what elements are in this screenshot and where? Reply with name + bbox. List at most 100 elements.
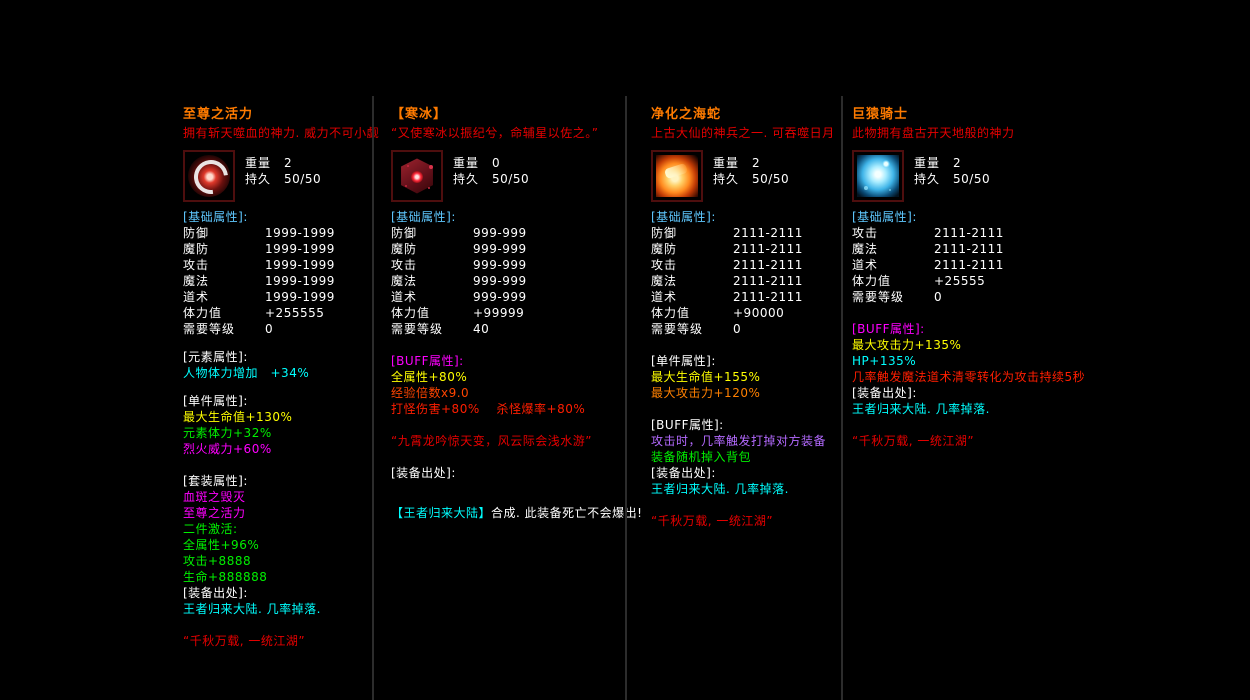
- stat-label: 需要等级: [183, 322, 236, 336]
- tooltip-lines: [基础属性]: 攻击 2111-2111 魔法 2111-2111 道术 2111-2111…: [852, 209, 1201, 449]
- tooltip-line: 王者归来大陆. 几率掉落.: [651, 482, 789, 496]
- stat-value: 999-999: [473, 226, 527, 240]
- weight-value: 0: [492, 156, 501, 170]
- tooltip-line: “千秋万载, 一统江湖”: [651, 514, 774, 528]
- section-header: [基础属性]:: [852, 210, 917, 224]
- stat-label: 道术: [183, 290, 210, 304]
- stat-value: +90000: [733, 306, 785, 320]
- weight-value: 2: [953, 156, 962, 170]
- section-header: [单件属性]:: [651, 354, 716, 368]
- tooltip-line: “千秋万载, 一统江湖”: [852, 434, 975, 448]
- tooltip-line: “千秋万载, 一统江湖”: [183, 634, 306, 648]
- durability-label: 持久: [914, 172, 941, 186]
- tooltip-line: 二件激活:: [183, 522, 238, 536]
- stat-label: 体力值: [183, 306, 223, 320]
- section-header: [基础属性]:: [651, 210, 716, 224]
- section-header: [装备出处]:: [852, 386, 917, 400]
- spacer: [183, 457, 373, 473]
- section-header: [基础属性]:: [183, 210, 248, 224]
- item-panel-3: 净化之海蛇 上古大仙的神兵之一. 可吞噬日月 重量 2 持久 50/50 [基础属性…: [625, 96, 841, 700]
- text-run: 合成. 此装备死亡不会爆出!: [491, 506, 643, 520]
- tooltip-line: 几率触发魔法道术清零转化为攻击持续5秒: [852, 370, 1086, 384]
- tooltip-line: 打怪伤害+80% 杀怪爆率+80%: [391, 402, 586, 416]
- spacer: [651, 401, 841, 417]
- section-header: [BUFF属性]:: [852, 322, 925, 336]
- item-panel-4: 巨猿骑士 此物拥有盘古开天地般的神力 重量 2 持久 50/50 [基础属性]: 攻击…: [841, 96, 1201, 700]
- durability-label: 持久: [713, 172, 740, 186]
- stat-row: 需要等级 40: [391, 321, 629, 337]
- stat-value: 0: [265, 322, 274, 336]
- spacer: [651, 337, 841, 353]
- stat-label: 道术: [852, 258, 879, 272]
- weight-durability: 重量 0 持久 50/50: [453, 150, 529, 202]
- durability-value: 50/50: [492, 172, 530, 186]
- stat-label: 防御: [183, 226, 210, 240]
- weight-durability: 重量 2 持久 50/50: [914, 150, 990, 202]
- spacer: [391, 481, 629, 505]
- item-description: 此物拥有盘古开天地般的神力: [852, 126, 1015, 140]
- stat-row: 魔法 2111-2111: [852, 241, 1201, 257]
- tooltip-lines: [基础属性]: 防御 1999-1999 魔防 1999-1999 攻击 1999-1999…: [183, 209, 373, 649]
- stat-label: 体力值: [852, 274, 892, 288]
- stat-row: 魔防 2111-2111: [651, 241, 841, 257]
- stat-value: 2111-2111: [733, 258, 803, 272]
- ice-beast-icon: [852, 150, 904, 202]
- spacer: [852, 417, 1201, 433]
- tooltip-line: 攻击时，几率触发打掉对方装备: [651, 434, 827, 448]
- stat-row: 魔法 999-999: [391, 273, 629, 289]
- durability-label: 持久: [245, 172, 272, 186]
- stat-label: 道术: [651, 290, 678, 304]
- tooltip-line: 王者归来大陆. 几率掉落.: [183, 602, 321, 616]
- stat-row: 防御 999-999: [391, 225, 629, 241]
- stat-row: 防御 2111-2111: [651, 225, 841, 241]
- stat-row: 攻击 999-999: [391, 257, 629, 273]
- tooltip-line: 最大攻击力+120%: [651, 386, 761, 400]
- tooltip-line: 人物体力增加 +34%: [183, 366, 310, 380]
- stat-value: 1999-1999: [265, 290, 335, 304]
- item-title: 【寒冰】: [391, 107, 448, 122]
- stat-value: 999-999: [473, 242, 527, 256]
- durability-label: 持久: [453, 172, 480, 186]
- stat-row: 魔法 2111-2111: [651, 273, 841, 289]
- durability-value: 50/50: [953, 172, 991, 186]
- stat-value: +25555: [934, 274, 986, 288]
- item-description: 上古大仙的神兵之一. 可吞噬日月: [651, 126, 835, 140]
- stat-row: 道术 1999-1999: [183, 289, 373, 305]
- weight-value: 2: [284, 156, 293, 170]
- weight-label: 重量: [914, 156, 941, 170]
- item-panel-2: 【寒冰】 “又使寒冰以振纪兮，命辅星以佐之。” 重量 0 持久 50/50 [基础属…: [372, 96, 642, 700]
- icon-row: 重量 0 持久 50/50: [391, 150, 629, 202]
- text-run: 【王者归来大陆】: [391, 506, 492, 520]
- stat-value: 1999-1999: [265, 226, 335, 240]
- section-header: [BUFF属性]:: [391, 354, 464, 368]
- stat-label: 攻击: [852, 226, 879, 240]
- tooltip-line: 元素体力+32%: [183, 426, 272, 440]
- weight-label: 重量: [713, 156, 740, 170]
- stat-row: 攻击 2111-2111: [852, 225, 1201, 241]
- tooltip-line: 经验倍数x9.0: [391, 386, 470, 400]
- section-header: [基础属性]:: [391, 210, 456, 224]
- item-description: 拥有斩天噬血的神力. 威力不可小觑: [183, 126, 380, 140]
- stat-value: 2111-2111: [934, 242, 1004, 256]
- weight-durability: 重量 2 持久 50/50: [245, 150, 321, 202]
- stat-row: 体力值 +255555: [183, 305, 373, 321]
- tooltip-line: 至尊之活力: [183, 506, 246, 520]
- tooltip-line: “九霄龙吟惊天变，风云际会浅水游”: [391, 434, 592, 448]
- stat-value: 0: [733, 322, 742, 336]
- stat-label: 需要等级: [651, 322, 704, 336]
- stat-value: 1999-1999: [265, 258, 335, 272]
- stat-value: 40: [473, 322, 490, 336]
- item-panel-1: 至尊之活力 拥有斩天噬血的神力. 威力不可小觑 重量 2 持久 50/50 [基础属…: [175, 96, 380, 700]
- stat-row: 需要等级 0: [651, 321, 841, 337]
- stat-label: 魔法: [852, 242, 879, 256]
- red-dice-icon: [391, 150, 443, 202]
- flame-relic-icon: [651, 150, 703, 202]
- stat-row: 体力值 +90000: [651, 305, 841, 321]
- stat-label: 魔法: [651, 274, 678, 288]
- stat-row: 魔防 999-999: [391, 241, 629, 257]
- stat-row: 魔防 1999-1999: [183, 241, 373, 257]
- stat-label: 道术: [391, 290, 418, 304]
- dark-orb-icon: [183, 150, 235, 202]
- durability-value: 50/50: [752, 172, 790, 186]
